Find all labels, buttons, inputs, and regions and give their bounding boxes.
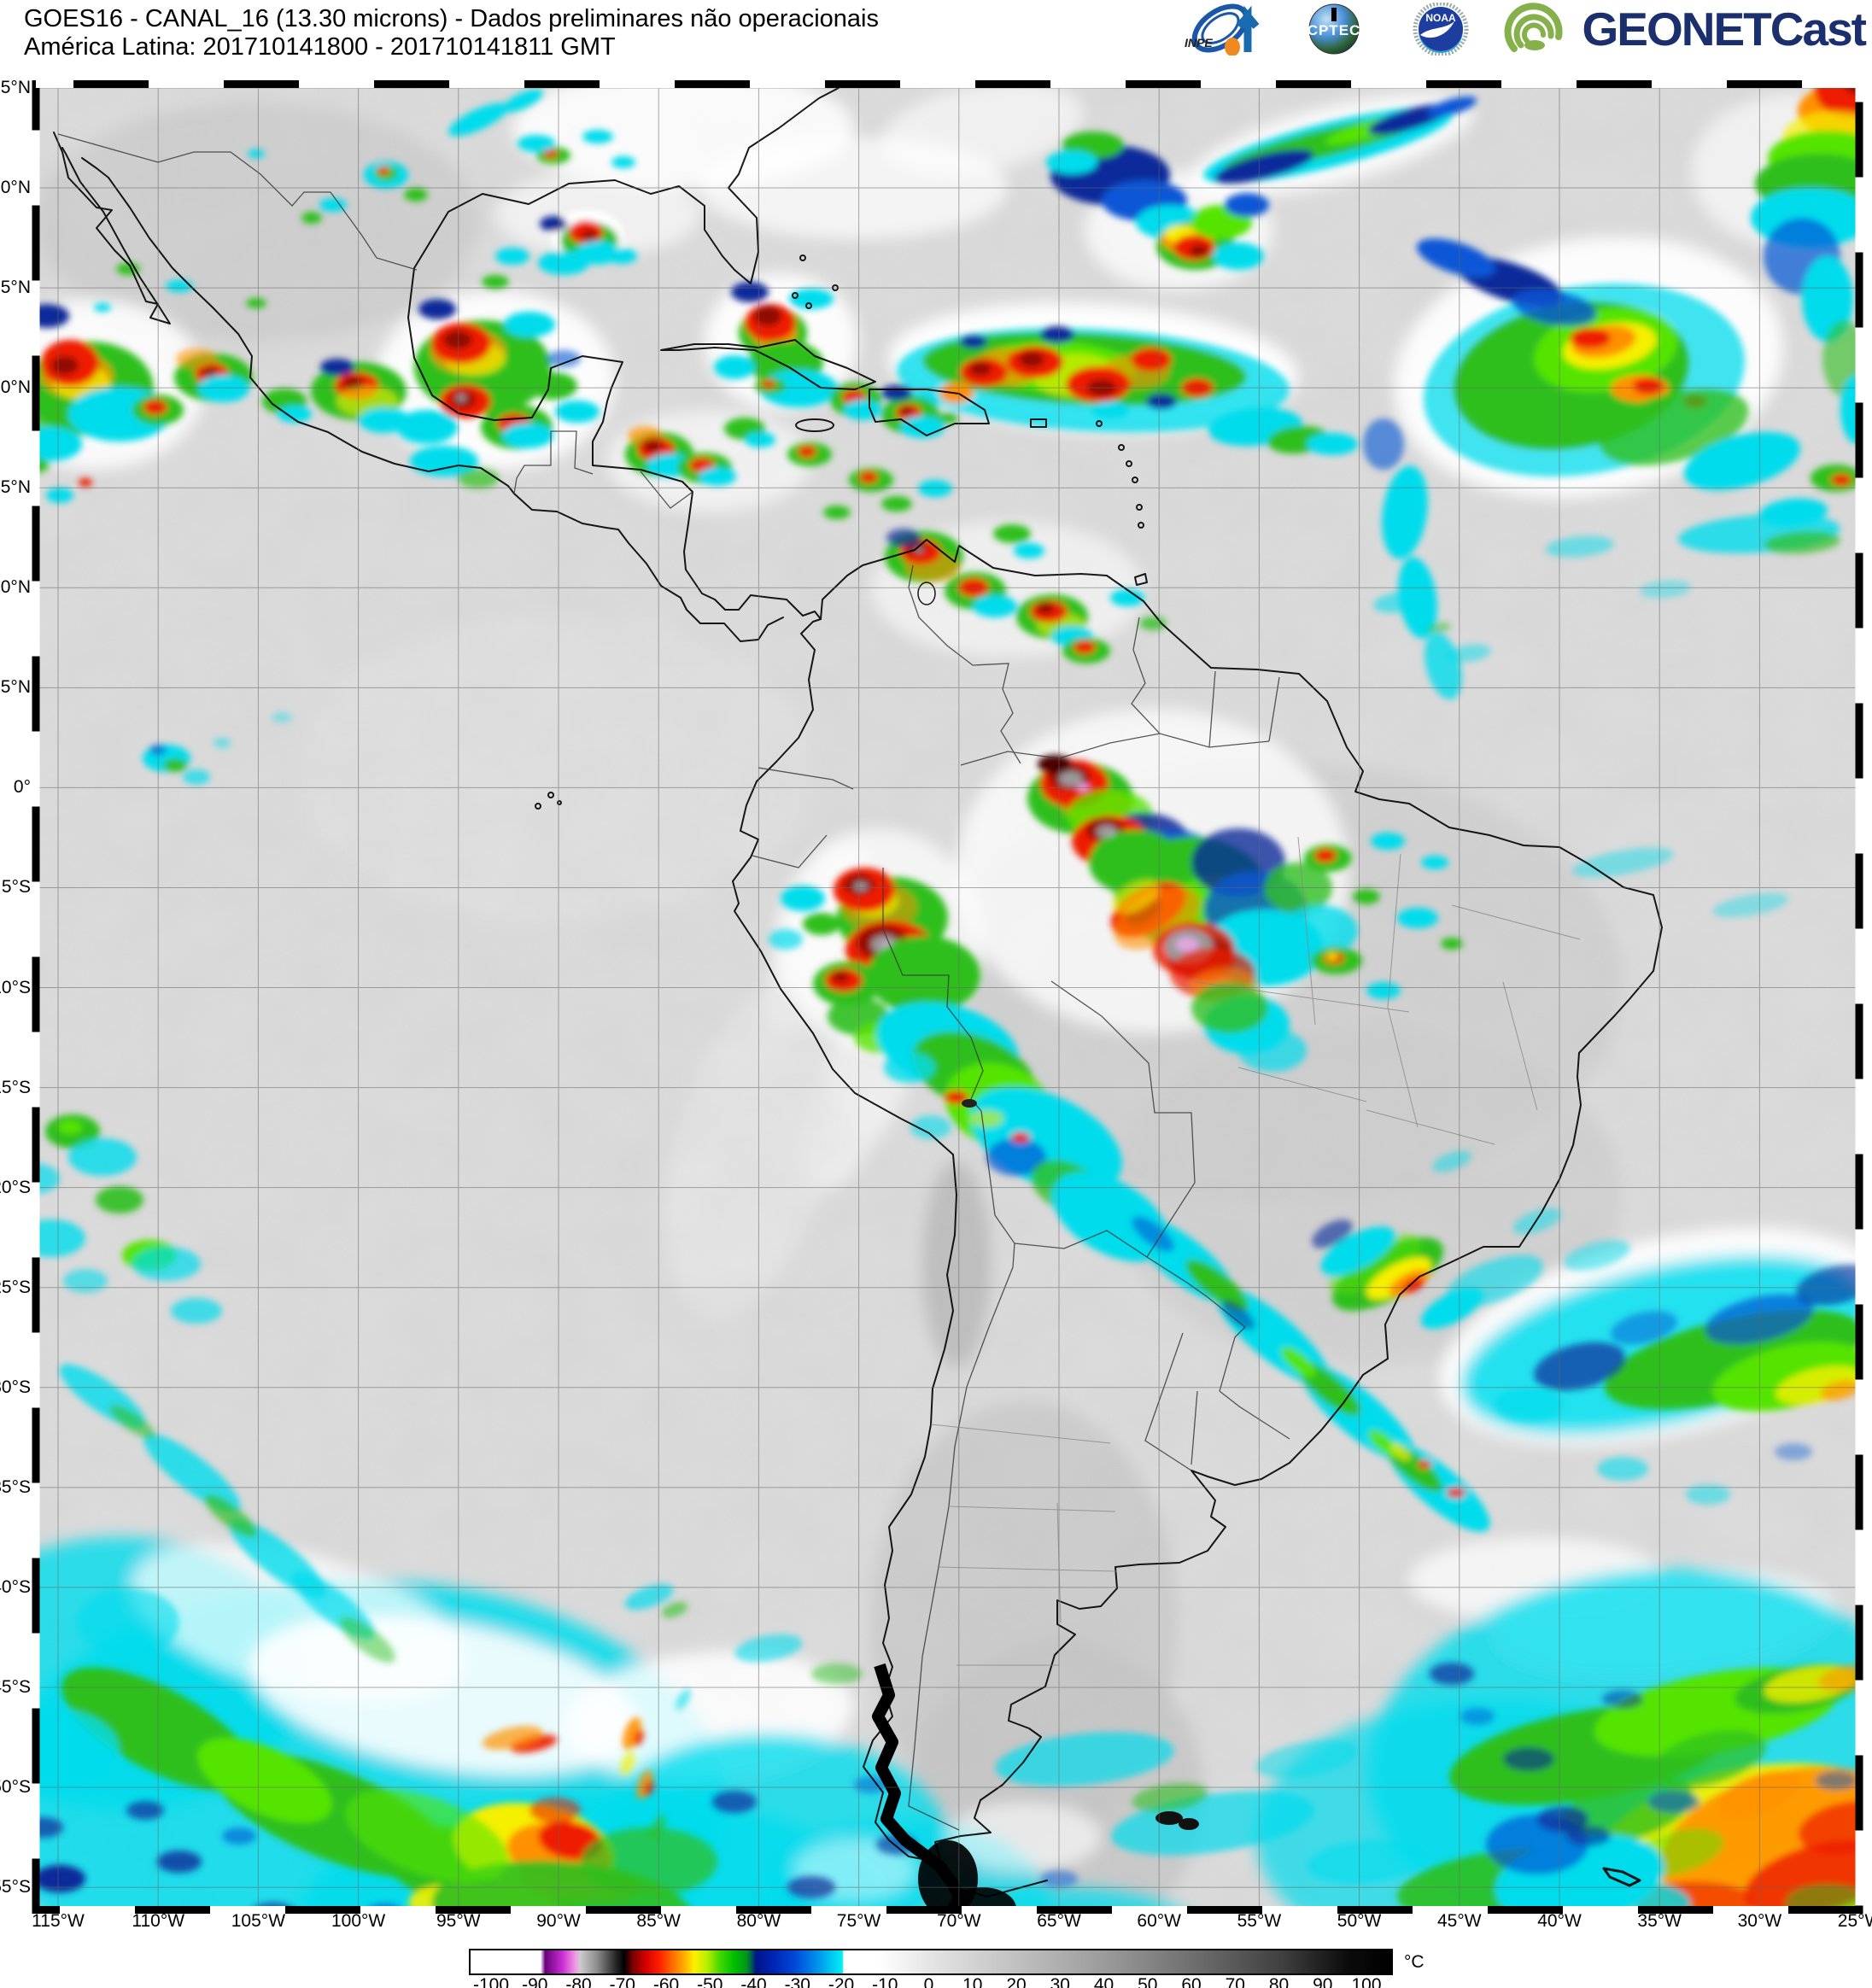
lon-label: 45°W (1437, 1911, 1482, 1931)
graticule (39, 88, 1856, 1906)
colorbar-tick: -60 (652, 1975, 680, 1988)
inpe-logo-icon: INPE (1185, 3, 1259, 56)
colorbar-tick: -50 (697, 1975, 723, 1988)
lon-label: 105°W (231, 1911, 286, 1931)
lon-label: 80°W (736, 1911, 781, 1931)
fjord-coast (872, 1099, 1199, 1906)
geonetcast-logo-text: GEONETCast (1582, 3, 1867, 56)
title-line-1: GOES16 - CANAL_16 (13.30 microns) - Dado… (24, 5, 879, 32)
colorbar-tick: 20 (1006, 1975, 1027, 1988)
colorbar-tick: 0 (923, 1975, 934, 1988)
colorbar-tick: -30 (784, 1975, 810, 1988)
lon-label: 25°W (1837, 1911, 1872, 1931)
lon-label: 65°W (1037, 1911, 1081, 1931)
lat-label: 25°S (0, 1277, 31, 1297)
geonetcast-logo-icon (1504, 3, 1563, 52)
noaa-logo-icon: NOAA (1413, 3, 1469, 56)
map-body (39, 88, 1856, 1906)
lon-label: 100°W (331, 1911, 386, 1931)
colorbar-tick: 90 (1313, 1975, 1333, 1988)
cptec-logo-text: CPTEC (1307, 22, 1360, 38)
lat-label: 20°S (0, 1177, 31, 1197)
lat-label: 35°S (0, 1476, 31, 1497)
lat-label: 20°N (0, 377, 31, 398)
lon-label: 30°W (1737, 1911, 1782, 1931)
lat-label: 25°N (0, 278, 31, 298)
colorbar-tick: 60 (1181, 1975, 1202, 1988)
colorbar-tick: -80 (565, 1975, 592, 1988)
lat-label: 10°N (0, 577, 31, 598)
colorbar-tick-labels: -100 -90 -80 -70 -60 -50 -40 -30 -20 -10 0 10 20 30 40… (469, 1975, 1393, 1988)
colorbar-tick: -10 (872, 1975, 898, 1988)
noaa-logo-text: NOAA (1425, 12, 1456, 24)
colorbar-tick: 50 (1138, 1975, 1158, 1988)
lat-label: 15°N (0, 477, 31, 498)
lon-label: 60°W (1137, 1911, 1181, 1931)
temperature-colorbar (469, 1949, 1393, 1975)
lon-label: 35°W (1637, 1911, 1682, 1931)
lon-label: 75°W (836, 1911, 881, 1931)
lat-label: 45°S (0, 1676, 31, 1697)
cptec-logo-icon: CPTEC (1307, 3, 1360, 55)
lat-label: 5°N (0, 677, 31, 698)
lon-label: 85°W (636, 1911, 681, 1931)
lon-label: 110°W (132, 1911, 185, 1931)
colorbar-tick: 100 (1351, 1975, 1382, 1988)
colorbar-tick: -70 (609, 1975, 635, 1988)
lon-label: 70°W (937, 1911, 981, 1931)
lat-label: 10°S (0, 977, 31, 997)
lon-label: 90°W (536, 1911, 581, 1931)
colorbar-tick: -90 (522, 1975, 548, 1988)
colorbar-tick: 70 (1225, 1975, 1245, 1988)
colorbar-tick: 10 (962, 1975, 983, 1988)
colorbar-tick: -20 (828, 1975, 855, 1988)
lat-label: 30°N (0, 178, 31, 198)
colorbar-tick: -40 (740, 1975, 767, 1988)
lat-label: 55°S (0, 1877, 31, 1897)
lon-label: 50°W (1337, 1911, 1382, 1931)
cloud-details (39, 88, 1856, 1906)
colorbar-tick: 40 (1093, 1975, 1114, 1988)
lon-label: 115°W (32, 1911, 85, 1931)
lat-label: 5°S (1, 877, 31, 898)
colorbar-tick: 80 (1268, 1975, 1290, 1988)
lat-label: 0° (13, 777, 31, 798)
lat-label: 50°S (0, 1777, 31, 1798)
inpe-logo-text: INPE (1185, 36, 1213, 50)
lon-label: 95°W (436, 1911, 481, 1931)
lon-label: 55°W (1237, 1911, 1282, 1931)
header: GOES16 - CANAL_16 (13.30 microns) - Dado… (24, 5, 879, 61)
colorbar-unit-label: °C (1404, 1952, 1424, 1972)
logo-strip: INPE CPTEC NOAA (1173, 2, 1867, 56)
lat-label: 40°S (0, 1576, 31, 1597)
lon-label: 40°W (1537, 1911, 1582, 1931)
colorbar-gradient (471, 1950, 1391, 1973)
lat-label: 30°S (0, 1377, 31, 1397)
country-borders (57, 133, 1290, 1831)
colorbar-tick: 30 (1050, 1975, 1070, 1988)
lat-label: 15°S (0, 1077, 31, 1097)
lat-label: 35°N (0, 78, 31, 97)
map-frame (32, 80, 1863, 1914)
colorbar-tick: -100 (472, 1975, 510, 1988)
title-line-2: América Latina: 201710141800 - 201710141… (24, 33, 616, 61)
